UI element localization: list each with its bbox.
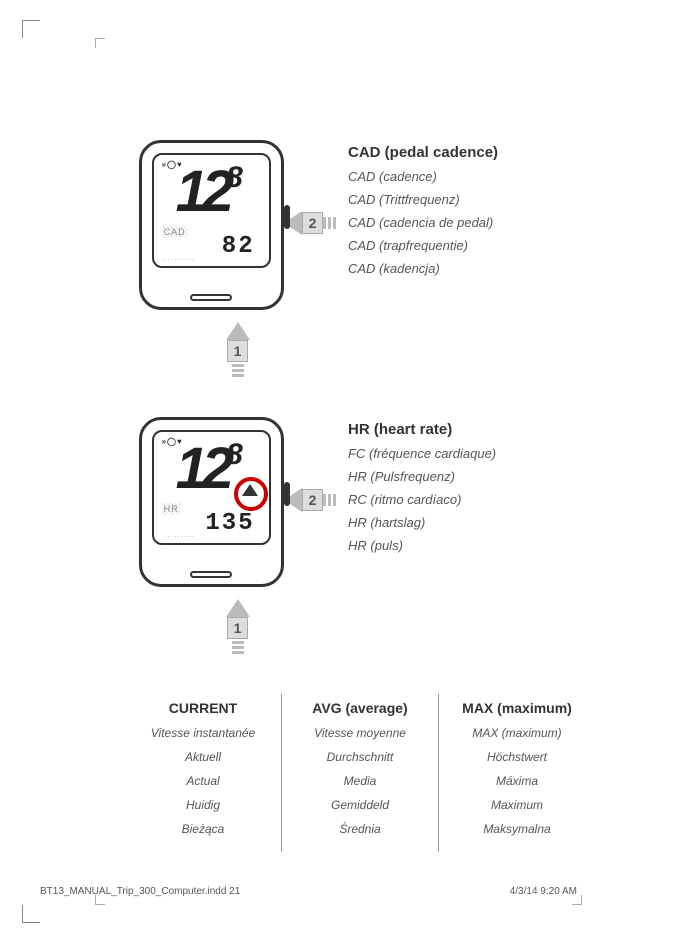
col-current: CURRENT Vitesse instantanée Aktuell Actu… xyxy=(125,694,281,852)
col-avg: AVG (average) Vitesse moyenne Durchschni… xyxy=(281,694,439,852)
col-item: Maksymalna xyxy=(449,822,585,836)
col-item: Vitesse instantanée xyxy=(135,726,271,740)
desc-item: CAD (cadence) xyxy=(348,169,498,184)
col-item: Bieżąca xyxy=(135,822,271,836)
col-item: Gemiddeld xyxy=(292,798,428,812)
desc-item: CAD (cadencia de pedal) xyxy=(348,215,498,230)
col-item: Höchstwert xyxy=(449,750,585,764)
section-hr: »◯♥ 128 HR 135 · · · ·· · ·· ·· 2 xyxy=(145,417,595,654)
highlight-circle xyxy=(234,477,268,511)
col-title: MAX (maximum) xyxy=(449,700,585,716)
desc-item: HR (puls) xyxy=(348,538,496,553)
col-item: Durchschnitt xyxy=(292,750,428,764)
col-item: Średnia xyxy=(292,822,428,836)
secondary-reading: 135 xyxy=(205,510,254,537)
desc-item: CAD (kadencja) xyxy=(348,261,498,276)
desc-item: CAD (trapfrequentie) xyxy=(348,238,498,253)
decoration-dots: · · · ·· · ·· ·· xyxy=(164,257,194,263)
indicator-1: 1 xyxy=(226,599,250,654)
bottom-button xyxy=(190,571,232,578)
col-title: AVG (average) xyxy=(292,700,428,716)
crop-mark xyxy=(22,20,40,38)
crop-mark xyxy=(22,905,40,923)
col-item: Huidig xyxy=(135,798,271,812)
main-reading: 128 xyxy=(176,440,237,498)
main-reading: 128 xyxy=(176,163,237,221)
col-title: CURRENT xyxy=(135,700,271,716)
footer-filename: BT13_MANUAL_Trip_300_Computer.indd 21 xyxy=(40,886,240,897)
col-item: Actual xyxy=(135,774,271,788)
col-item: Media xyxy=(292,774,428,788)
desc-item: RC (ritmo cardíaco) xyxy=(348,492,496,507)
page-content: »◯♥ 128 CAD 82 · · · ·· · ·· ·· 2 xyxy=(145,140,595,852)
device-screen: »◯♥ 128 CAD 82 · · · ·· · ·· ·· xyxy=(152,153,271,268)
desc-item: FC (fréquence cardiaque) xyxy=(348,446,496,461)
device-illustration-hr: »◯♥ 128 HR 135 · · · ·· · ·· ·· xyxy=(139,417,284,587)
device-column: »◯♥ 128 CAD 82 · · · ·· · ·· ·· 2 xyxy=(145,140,330,377)
indicator-2: 2 xyxy=(284,211,337,235)
desc-title: HR (heart rate) xyxy=(348,421,496,438)
desc-item: HR (hartslag) xyxy=(348,515,496,530)
desc-item: HR (Pulsfrequenz) xyxy=(348,469,496,484)
device-column: »◯♥ 128 HR 135 · · · ·· · ·· ·· 2 xyxy=(145,417,330,654)
bottom-button xyxy=(190,294,232,301)
side-button xyxy=(284,205,290,229)
col-max: MAX (maximum) MAX (maximum) Höchstwert M… xyxy=(439,694,595,852)
section-cad: »◯♥ 128 CAD 82 · · · ·· · ·· ·· 2 xyxy=(145,140,595,377)
desc-title: CAD (pedal cadence) xyxy=(348,144,498,161)
description-hr: HR (heart rate) FC (fréquence cardiaque)… xyxy=(348,417,496,561)
description-cad: CAD (pedal cadence) CAD (cadence) CAD (T… xyxy=(348,140,498,284)
secondary-reading: 82 xyxy=(222,233,255,260)
crop-mark xyxy=(95,38,105,48)
mode-label: CAD xyxy=(162,226,188,238)
col-item: Vitesse moyenne xyxy=(292,726,428,740)
indicator-2: 2 xyxy=(284,488,337,512)
decoration-dots: · · · ·· · ·· ·· xyxy=(164,534,194,540)
translations-table: CURRENT Vitesse instantanée Aktuell Actu… xyxy=(125,694,595,852)
footer-datetime: 4/3/14 9:20 AM xyxy=(510,886,577,897)
mode-label: HR xyxy=(162,503,181,515)
side-button xyxy=(284,482,290,506)
col-item: Maximum xyxy=(449,798,585,812)
col-item: Máxima xyxy=(449,774,585,788)
device-screen: »◯♥ 128 HR 135 · · · ·· · ·· ·· xyxy=(152,430,271,545)
col-item: MAX (maximum) xyxy=(449,726,585,740)
desc-item: CAD (Trittfrequenz) xyxy=(348,192,498,207)
device-illustration-cad: »◯♥ 128 CAD 82 · · · ·· · ·· ·· xyxy=(139,140,284,310)
page-footer: BT13_MANUAL_Trip_300_Computer.indd 21 4/… xyxy=(40,886,577,897)
col-item: Aktuell xyxy=(135,750,271,764)
indicator-1: 1 xyxy=(226,322,250,377)
